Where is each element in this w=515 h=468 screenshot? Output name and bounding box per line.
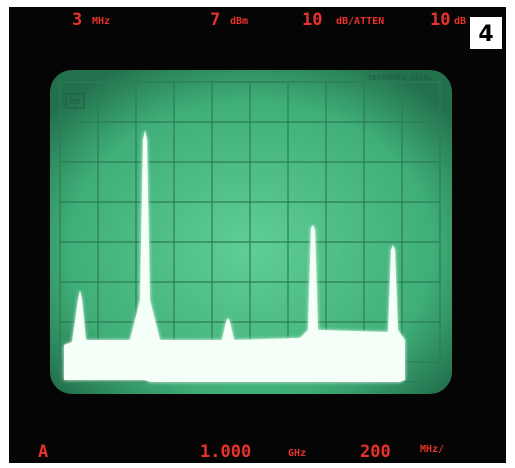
readout-unit: dB bbox=[454, 16, 466, 27]
readout-unit: dB/ATTEN bbox=[336, 16, 384, 27]
badge: 4 bbox=[478, 22, 493, 47]
reference-label: REFERENCE LEVEL bbox=[369, 74, 432, 82]
brand: hp bbox=[70, 97, 81, 107]
readout-unit: dBm bbox=[230, 16, 248, 27]
spectrum-trace bbox=[64, 130, 405, 382]
readout-value: A bbox=[38, 442, 48, 462]
readout-value: 3 bbox=[72, 10, 82, 30]
readout-value: 10 bbox=[302, 10, 322, 30]
readout-unit: MHz bbox=[92, 16, 110, 27]
readout-unit: GHz bbox=[288, 448, 306, 459]
readout-value: 7 bbox=[210, 10, 220, 30]
readout-value: 1.000 bbox=[200, 442, 251, 462]
brand-box bbox=[65, 93, 85, 109]
readout-unit: MHz/ bbox=[420, 444, 444, 455]
badge-box bbox=[470, 17, 502, 49]
readout-value: 10 bbox=[430, 10, 450, 30]
readout-value: 200 bbox=[360, 442, 391, 462]
